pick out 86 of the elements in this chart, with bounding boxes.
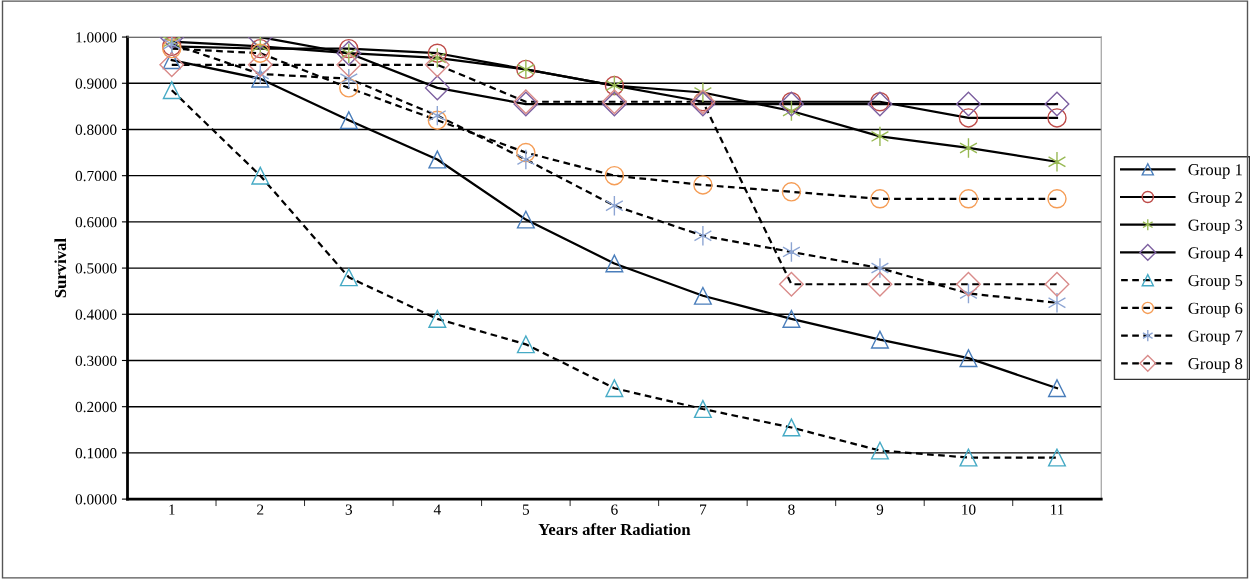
x-tick-label: 11	[1050, 504, 1064, 515]
legend-label: Group 8	[1188, 358, 1243, 373]
y-tick-label: 0.4000	[75, 309, 117, 320]
point	[427, 43, 448, 63]
y-tick-label: 0.0000	[75, 494, 117, 505]
legend-label: Group 1	[1188, 164, 1242, 179]
point	[251, 69, 270, 88]
point	[1047, 151, 1067, 173]
legend-label: Group 7	[1188, 330, 1243, 345]
x-tick-label: 5	[522, 504, 530, 515]
y-tick-label: 0.3000	[75, 355, 117, 366]
point	[1044, 91, 1070, 117]
point	[955, 271, 981, 297]
x-tick-label: 2	[257, 504, 264, 515]
point	[870, 189, 890, 209]
point	[424, 52, 450, 78]
point	[516, 335, 535, 354]
y-tick-label: 0.1000	[75, 448, 117, 459]
x-tick-label: 10	[962, 504, 976, 515]
point	[693, 225, 713, 247]
point	[1047, 189, 1067, 209]
point	[336, 52, 362, 78]
x-tick-label: 8	[788, 504, 795, 515]
x-tick-label: 7	[700, 504, 707, 515]
legend-label: Group 4	[1188, 247, 1243, 262]
point	[870, 257, 890, 279]
point	[516, 210, 535, 229]
point	[867, 271, 893, 297]
x-tick-label: 9	[876, 504, 884, 515]
x-tick-label: 1	[169, 504, 175, 515]
point	[693, 286, 712, 305]
point	[339, 78, 359, 98]
point	[1047, 292, 1067, 314]
point	[959, 349, 978, 368]
point	[605, 254, 624, 273]
point	[1044, 271, 1070, 297]
point	[781, 182, 802, 202]
x-tick-label: 6	[611, 504, 618, 515]
point	[955, 91, 981, 117]
point	[870, 441, 889, 460]
point	[339, 268, 358, 287]
point	[247, 52, 273, 78]
point	[693, 399, 712, 419]
y-tick-label: 0.2000	[75, 401, 117, 413]
y-tick-label: 0.6000	[75, 217, 117, 228]
point	[428, 309, 447, 328]
point	[604, 165, 625, 186]
point	[782, 309, 801, 328]
x-axis-title: Years after Radiation	[538, 523, 691, 536]
point	[251, 166, 270, 185]
y-axis-title: Survival	[54, 238, 67, 298]
point	[778, 271, 804, 297]
point	[339, 111, 358, 130]
point	[958, 189, 979, 209]
point	[958, 108, 979, 128]
point	[1047, 379, 1067, 398]
legend-label: Group 6	[1188, 302, 1243, 318]
point	[1047, 448, 1067, 467]
point	[605, 379, 624, 398]
point	[428, 150, 447, 169]
legend-label: Group 5	[1188, 274, 1243, 290]
x-tick-label: 3	[345, 504, 353, 515]
point	[870, 330, 889, 349]
point	[427, 110, 448, 130]
y-tick-label: 0.9000	[75, 78, 117, 89]
point	[959, 448, 978, 467]
point	[693, 175, 713, 195]
x-tick-label: 4	[433, 504, 441, 515]
legend-label: Group 3	[1188, 219, 1243, 235]
point	[516, 142, 536, 163]
legend-label: Group 2	[1188, 191, 1242, 207]
point	[516, 149, 535, 170]
y-tick-label: 0.7000	[75, 170, 117, 182]
point	[162, 81, 181, 100]
y-tick-label: 0.8000	[75, 124, 117, 135]
point	[250, 43, 271, 63]
y-tick-label: 0.5000	[75, 263, 117, 274]
point	[782, 418, 801, 437]
point	[424, 75, 450, 101]
point	[778, 91, 804, 117]
y-tick-label: 1.0000	[76, 32, 117, 43]
point	[339, 68, 358, 90]
point	[159, 52, 185, 78]
point	[870, 125, 890, 147]
point	[867, 91, 893, 117]
point	[1047, 108, 1067, 128]
